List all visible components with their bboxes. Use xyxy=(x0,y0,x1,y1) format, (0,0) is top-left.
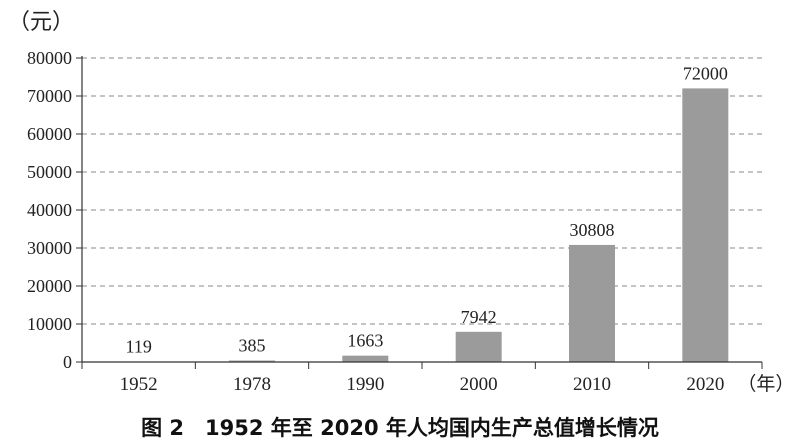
data-label-2020: 72000 xyxy=(683,63,728,83)
y-tick-label: 0 xyxy=(63,352,72,372)
y-tick-label: 40000 xyxy=(27,200,72,220)
x-axis-ticks: 1952 1978 1990 2000 2010 2020 （年） xyxy=(81,362,794,395)
bars xyxy=(115,88,729,363)
x-tick-label-2000: 2000 xyxy=(460,374,498,395)
bar-2000 xyxy=(455,331,502,362)
data-label-2010: 30808 xyxy=(570,220,615,240)
y-tick-label: 70000 xyxy=(27,86,72,106)
y-axis-ticks: 0 10000 20000 30000 40000 50000 60000 70000 8000… xyxy=(27,48,82,372)
data-label-1978: 385 xyxy=(239,336,266,356)
x-tick-label-2010: 2010 xyxy=(573,374,611,395)
data-labels: 119 385 1663 7942 30808 72000 xyxy=(125,63,727,356)
x-axis-unit-label: （年） xyxy=(737,373,794,395)
data-label-1952: 119 xyxy=(125,337,151,357)
bar-2010 xyxy=(569,244,615,362)
data-label-1990: 1663 xyxy=(347,331,383,351)
y-tick-label: 50000 xyxy=(27,162,72,182)
x-tick-label-1952: 1952 xyxy=(120,374,158,395)
y-axis-unit-label: （元） xyxy=(8,10,75,35)
figure-caption: 图 2 1952 年至 2020 年人均国内生产总值增长情况 xyxy=(141,416,659,440)
data-label-2000: 7942 xyxy=(461,307,497,327)
bar-2020 xyxy=(682,88,729,363)
x-tick-label-2020: 2020 xyxy=(686,374,724,395)
x-tick-label-1990: 1990 xyxy=(346,374,384,395)
bar-1990 xyxy=(342,355,389,362)
y-tick-label: 60000 xyxy=(27,124,72,144)
y-tick-label: 30000 xyxy=(27,238,72,258)
axes xyxy=(81,56,762,363)
bar-1978 xyxy=(229,360,275,362)
y-tick-label: 10000 xyxy=(27,314,72,334)
y-tick-label: 80000 xyxy=(27,48,72,68)
y-tick-label: 20000 xyxy=(27,276,72,296)
bar-chart: 0 10000 20000 30000 40000 50000 60000 70000 8000… xyxy=(27,48,794,395)
x-tick-label-1978: 1978 xyxy=(233,374,271,395)
gridlines xyxy=(82,57,762,325)
